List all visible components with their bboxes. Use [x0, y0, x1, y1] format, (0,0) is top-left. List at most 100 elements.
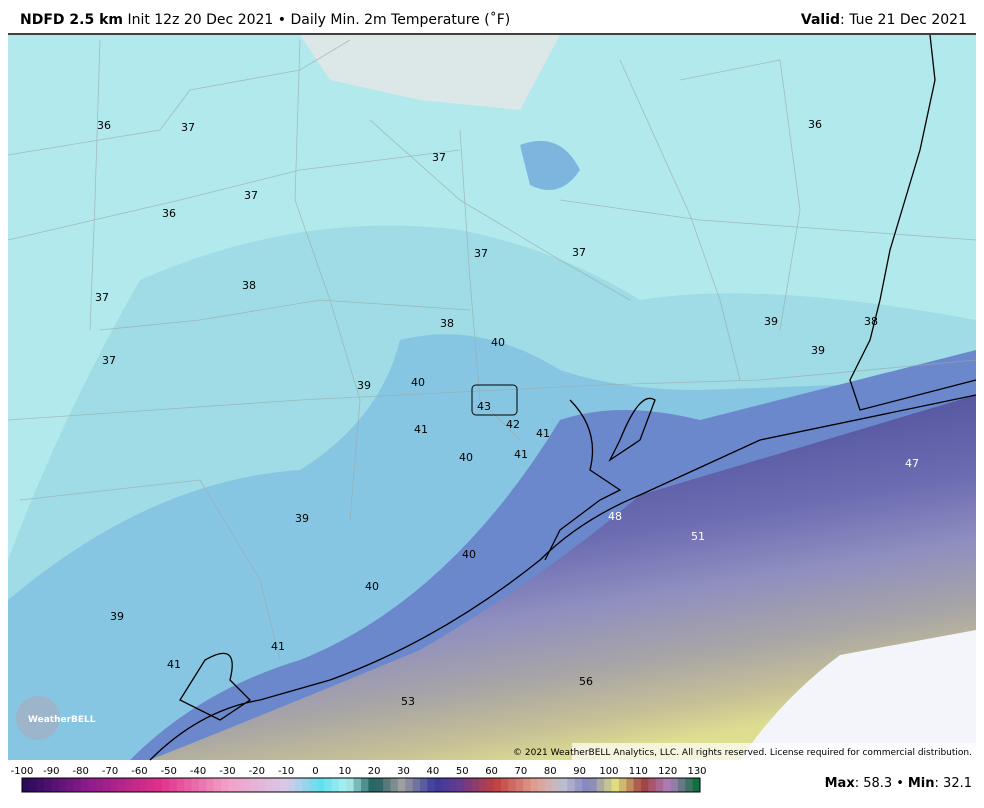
colorbar-swatch: [162, 778, 170, 792]
temp-label: 53: [401, 695, 415, 708]
colorbar-tick-label: 80: [544, 766, 557, 777]
colorbar-swatch: [139, 778, 148, 792]
colorbar-swatch: [73, 778, 82, 792]
temp-label: 38: [864, 315, 878, 328]
colorbar-swatch: [346, 778, 355, 792]
gulf-no-data: [740, 630, 976, 760]
colorbar-swatch: [117, 778, 126, 792]
temp-label: 41: [167, 658, 181, 671]
colorbar-swatch: [633, 778, 642, 792]
colorbar-swatch: [405, 778, 414, 792]
colorbar-swatch: [265, 778, 274, 792]
product: NDFD 2.5 km: [20, 12, 123, 28]
colorbar-swatch: [663, 778, 672, 792]
colorbar-swatch: [442, 778, 450, 792]
city-outline: [471, 384, 518, 416]
temp-label: 37: [181, 121, 195, 134]
colorbar-swatch: [316, 778, 325, 792]
colorbar-swatch: [618, 778, 627, 792]
colorbar-tick-label: 110: [629, 766, 648, 777]
temp-label: 40: [411, 376, 425, 389]
colorbar-swatch: [596, 778, 605, 792]
temp-label: 41: [414, 423, 428, 436]
min-label: Min: [908, 776, 935, 791]
colorbar-swatch: [552, 778, 561, 792]
colorbar-swatch: [184, 778, 192, 792]
temp-label: 37: [432, 151, 446, 164]
colorbar-swatch: [338, 778, 347, 792]
colorbar-frame: [21, 777, 701, 793]
colorbar-tick-label: 120: [658, 766, 677, 777]
separator: •: [277, 12, 287, 28]
colorbar-swatch: [383, 778, 391, 792]
colorbar-tick-label: -20: [249, 766, 265, 777]
temp-label: 37: [102, 354, 116, 367]
colorbar-swatch: [309, 778, 318, 792]
temp-label: 40: [365, 580, 379, 593]
temp-label: 56: [579, 675, 593, 688]
colorbar-tick-label: -80: [73, 766, 89, 777]
logo-text: WeatherBELL: [28, 715, 96, 725]
temp-label: 38: [242, 279, 256, 292]
colorbar-swatch: [206, 778, 215, 792]
colorbar-swatch: [235, 778, 244, 792]
gulf: [150, 395, 976, 760]
colorbar-swatch: [574, 778, 583, 792]
colorbar-swatch: [397, 778, 406, 792]
colorbar-swatch: [604, 778, 613, 792]
colorbar-swatch: [228, 778, 237, 792]
temp-label: 47: [905, 457, 919, 470]
colorbar-swatch: [456, 778, 465, 792]
temp-label: 38: [440, 317, 454, 330]
temp-label: 36: [808, 118, 822, 131]
valid-value: : Tue 21 Dec 2021: [840, 12, 967, 28]
min-value: : 32.1: [935, 776, 972, 791]
colorbar-swatch: [110, 778, 119, 792]
colorbar-tick-label: 70: [515, 766, 528, 777]
temp-label: 37: [95, 291, 109, 304]
colorbar-swatch: [471, 778, 480, 792]
colorbar-swatch: [611, 778, 620, 792]
colorbar-swatch: [419, 778, 428, 792]
colorbar-tick-label: -30: [219, 766, 235, 777]
colorbar-swatch: [501, 778, 509, 792]
colorbar-tick-label: 90: [573, 766, 586, 777]
temp-label: 37: [474, 247, 488, 260]
colorbar-swatch: [58, 778, 67, 792]
colorbar-swatch: [191, 778, 200, 792]
temp-label: 37: [244, 189, 258, 202]
colorbar-swatch: [530, 778, 539, 792]
colorbar-swatch: [324, 778, 333, 792]
colorbar-tick-label: -10: [278, 766, 294, 777]
colorbar-swatch: [464, 778, 473, 792]
colorbar-tick-label: 60: [485, 766, 498, 777]
colorbar-swatch: [559, 778, 568, 792]
colorbar-swatch: [147, 778, 156, 792]
colorbar-swatch: [44, 778, 52, 792]
zone-warm-spot: [520, 140, 580, 190]
temp-label: 41: [514, 448, 528, 461]
colorbar-swatch: [434, 778, 443, 792]
colorbar-swatch: [294, 778, 303, 792]
temp-label: 48: [608, 510, 622, 523]
colorbar-tick-label: -100: [11, 766, 34, 777]
colorbar-swatch: [80, 778, 89, 792]
colorbar-tick-label: 50: [456, 766, 469, 777]
temp-label: 40: [459, 451, 473, 464]
colorbar-swatch: [22, 778, 30, 792]
colorbar-tick-label: 0: [312, 766, 318, 777]
colorbar-swatch: [670, 778, 679, 792]
colorbar-tick-label: -60: [131, 766, 147, 777]
header-right: Valid: Tue 21 Dec 2021: [801, 12, 967, 28]
colorbar-swatch: [648, 778, 657, 792]
colorbar-swatch: [537, 778, 546, 792]
colorbar-swatch: [125, 778, 134, 792]
colorbar-swatch: [257, 778, 266, 792]
colorbar-tick-label: 30: [397, 766, 410, 777]
temp-label: 39: [811, 344, 825, 357]
colorbar-swatch: [515, 778, 524, 792]
colorbar-swatch: [36, 778, 45, 792]
colorbar-tick-label: -70: [102, 766, 118, 777]
colorbar-swatch: [302, 778, 310, 792]
colorbar-swatch: [493, 778, 502, 792]
